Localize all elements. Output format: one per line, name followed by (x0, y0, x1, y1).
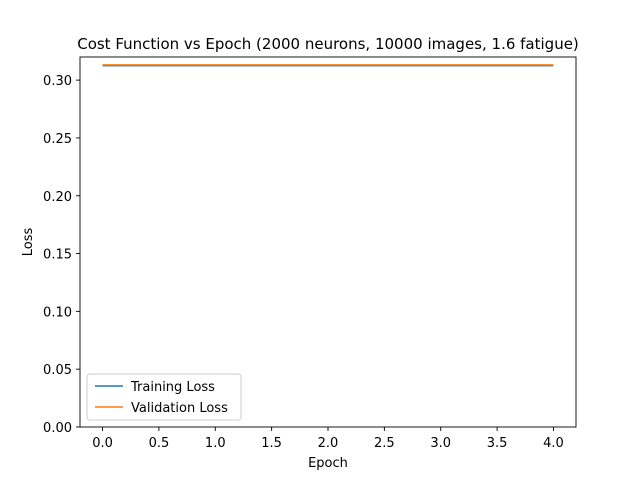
x-tick-label: 2.5 (374, 436, 395, 451)
x-tick-label: 3.0 (430, 436, 451, 451)
x-axis-label: Epoch (308, 456, 348, 471)
x-tick-label: 0.5 (149, 436, 170, 451)
plot-frame (79, 56, 577, 428)
x-tick-label: 2.0 (318, 436, 339, 451)
x-tick-label: 4.0 (543, 436, 564, 451)
y-tick-label: 0.25 (43, 132, 72, 147)
plot-series (102, 64, 554, 67)
x-tick-label: 0.0 (92, 436, 113, 451)
x-tick-label: 3.5 (487, 436, 508, 451)
y-tick-label: 0.05 (43, 363, 72, 378)
legend-label: Training Loss (130, 380, 215, 395)
plot-axes: 0.0 0.5 1.0 1.5 2.0 2.5 3.0 3.5 4.0 0.00 0.05 0.10 0… (43, 56, 577, 451)
x-tick-label: 1.5 (261, 436, 282, 451)
chart-title: Cost Function vs Epoch (2000 neurons, 10… (77, 35, 579, 53)
chart-legend: Training Loss Validation Loss (86, 373, 242, 421)
y-tick-label: 0.30 (43, 74, 72, 89)
legend-label: Validation Loss (131, 401, 228, 416)
y-axis-label: Loss (21, 228, 36, 257)
x-tick-label: 1.0 (205, 436, 226, 451)
legend-box (86, 373, 242, 421)
y-tick-label: 0.00 (43, 421, 72, 436)
y-tick-label: 0.10 (43, 305, 72, 320)
y-tick-label: 0.20 (43, 190, 72, 205)
y-tick-label: 0.15 (43, 248, 72, 263)
